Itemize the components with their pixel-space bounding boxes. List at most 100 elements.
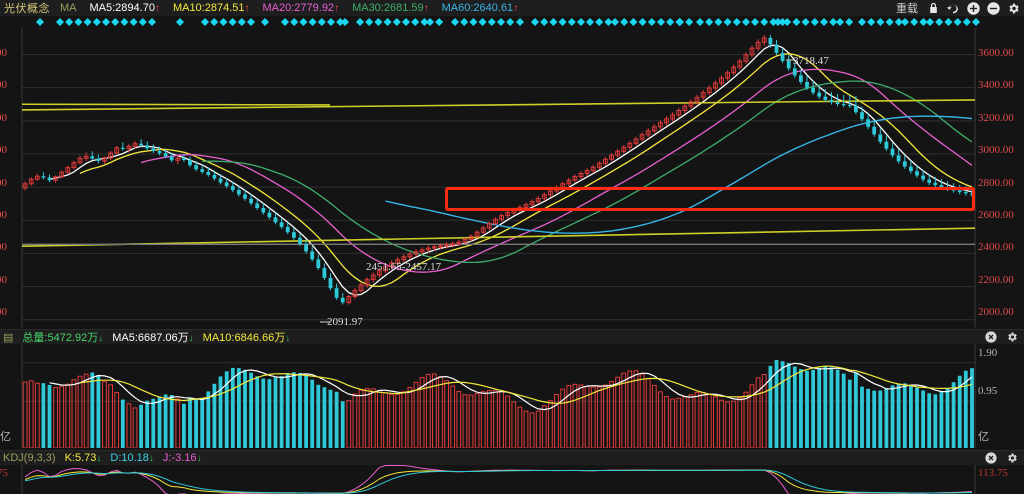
volume-bar bbox=[566, 385, 572, 448]
settings-icon[interactable] bbox=[1006, 331, 1018, 343]
signal-marker bbox=[435, 18, 444, 26]
candlestick bbox=[609, 152, 614, 162]
zoom-in-icon[interactable] bbox=[967, 1, 980, 15]
volume-chart-panel[interactable]: 1.90 0.95 亿 亿 bbox=[0, 344, 1024, 448]
volume-bar bbox=[444, 380, 450, 448]
signal-marker bbox=[487, 18, 496, 26]
candlestick bbox=[456, 239, 462, 247]
signal-marker bbox=[629, 18, 638, 26]
signal-marker bbox=[549, 18, 558, 26]
volume-plot-area[interactable] bbox=[0, 344, 1024, 448]
candlestick bbox=[462, 237, 468, 245]
ma-legend-ma20: MA20:2779.92↑ bbox=[262, 2, 340, 14]
candlestick bbox=[255, 198, 260, 210]
reload-button[interactable]: 重载 bbox=[896, 3, 918, 15]
volume-bar bbox=[267, 379, 272, 448]
candlestick bbox=[670, 112, 676, 122]
price-chart-panel[interactable]: 3600.00 3400.00 3200.00 3000.00 2800.00 2600.… bbox=[0, 28, 1024, 328]
candlestick bbox=[224, 177, 229, 189]
candlestick bbox=[163, 148, 168, 159]
volume-bar bbox=[817, 368, 822, 448]
lock-icon[interactable] bbox=[927, 2, 940, 15]
candlestick bbox=[915, 165, 919, 178]
volume-bar bbox=[578, 384, 584, 448]
candlestick bbox=[719, 75, 724, 86]
candlestick bbox=[713, 80, 718, 91]
signal-marker bbox=[876, 18, 885, 26]
candlestick bbox=[505, 210, 511, 219]
candlestick bbox=[102, 156, 107, 164]
volume-bar bbox=[768, 365, 773, 448]
candlestick bbox=[389, 260, 395, 270]
candlestick bbox=[71, 160, 77, 170]
candlestick bbox=[927, 173, 932, 186]
volume-bar bbox=[933, 394, 938, 448]
symbol-name[interactable]: 光伏概念 bbox=[4, 3, 50, 15]
undo-icon[interactable] bbox=[947, 2, 960, 15]
indicator-name[interactable]: MA bbox=[60, 2, 77, 14]
trend-line-lower bbox=[21, 227, 976, 247]
volume-bar bbox=[603, 384, 608, 448]
volume-bar bbox=[200, 397, 205, 448]
candlestick bbox=[731, 64, 737, 76]
candlestick bbox=[633, 136, 639, 146]
volume-bar bbox=[71, 379, 77, 448]
signal-marker bbox=[451, 18, 459, 26]
candlestick bbox=[805, 75, 809, 90]
settings-icon[interactable] bbox=[1006, 452, 1018, 464]
candlestick bbox=[792, 62, 797, 78]
volume-bar bbox=[860, 386, 864, 448]
volume-bar bbox=[194, 398, 198, 448]
signal-marker bbox=[638, 18, 647, 26]
candlestick bbox=[53, 175, 59, 183]
close-icon[interactable] bbox=[985, 331, 997, 343]
volume-bar bbox=[841, 373, 846, 448]
volume-ma5: MA5:6687.06万↓ bbox=[112, 332, 194, 344]
kdj-name[interactable]: KDJ(9,3,3) bbox=[3, 452, 56, 464]
volume-bar bbox=[413, 381, 419, 448]
candlestick bbox=[645, 128, 651, 138]
kdj-chart-panel[interactable]: 113.75 75 bbox=[0, 465, 1024, 494]
kdj-axis-top: 113.75 bbox=[978, 467, 1008, 479]
volume-bar bbox=[609, 381, 614, 448]
kdj-d-line bbox=[25, 469, 972, 494]
candlestick bbox=[59, 170, 65, 179]
volume-bar bbox=[419, 377, 425, 448]
candlestick bbox=[535, 196, 541, 205]
signal-marker bbox=[742, 18, 750, 26]
volume-bar bbox=[145, 400, 150, 448]
signal-marker bbox=[36, 18, 44, 26]
volume-bar bbox=[529, 412, 535, 448]
signal-marker bbox=[894, 18, 903, 26]
candlestick bbox=[285, 222, 290, 235]
signal-marker bbox=[926, 18, 934, 26]
candlestick bbox=[749, 45, 755, 58]
signal-marker bbox=[760, 18, 769, 26]
volume-bar bbox=[645, 378, 651, 448]
close-icon[interactable] bbox=[985, 452, 997, 464]
volume-bar bbox=[340, 401, 345, 448]
candlestick bbox=[799, 69, 803, 85]
zoom-out-icon[interactable] bbox=[987, 1, 1000, 15]
settings-icon[interactable] bbox=[1007, 2, 1020, 15]
candlestick bbox=[651, 124, 657, 134]
drawn-rectangle-annotation[interactable] bbox=[445, 187, 975, 211]
volume-bar bbox=[401, 391, 407, 448]
signal-marker bbox=[867, 18, 876, 26]
signal-marker bbox=[392, 18, 401, 26]
candlestick bbox=[474, 230, 480, 239]
kdj-plot-area[interactable] bbox=[0, 465, 1024, 494]
signal-marker bbox=[426, 18, 434, 26]
volume-bar bbox=[535, 410, 541, 448]
price-plot-area[interactable] bbox=[0, 28, 1024, 328]
candlestick bbox=[829, 91, 834, 105]
volume-bar bbox=[878, 390, 883, 448]
volume-axis-unit-left: 亿 bbox=[0, 431, 11, 443]
volume-bar bbox=[915, 387, 919, 448]
volume-bar bbox=[53, 387, 59, 448]
signal-marker bbox=[299, 18, 308, 26]
candlestick bbox=[841, 94, 846, 108]
price-axis-tick: 3400.00 bbox=[978, 79, 1014, 92]
signal-marker bbox=[228, 18, 237, 26]
volume-bar bbox=[517, 406, 523, 448]
